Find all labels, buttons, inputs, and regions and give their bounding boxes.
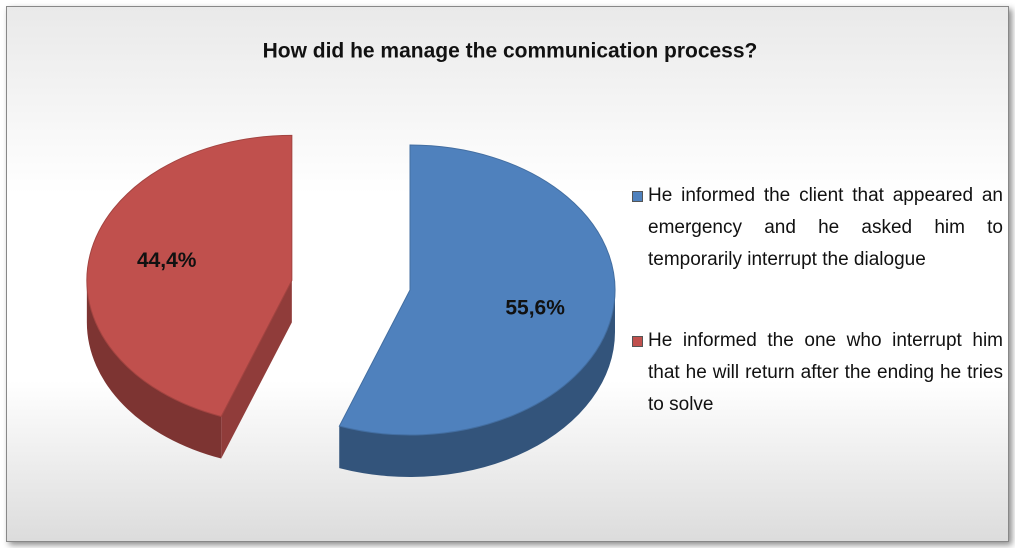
slice-side [339,290,615,478]
slice [338,144,616,436]
legend-label: He informed the one who interrupt him th… [648,330,1003,415]
slice-side [86,280,222,459]
legend-label: He informed the client that appeared an … [648,185,1003,270]
data-label: 55,6% [505,297,565,320]
slice [86,134,293,418]
legend-key [632,191,643,202]
chart-title: How did he manage the communication proc… [263,40,758,63]
slice-edge [221,280,292,459]
data-label: 44,4% [137,249,197,272]
legend-key [632,336,643,347]
